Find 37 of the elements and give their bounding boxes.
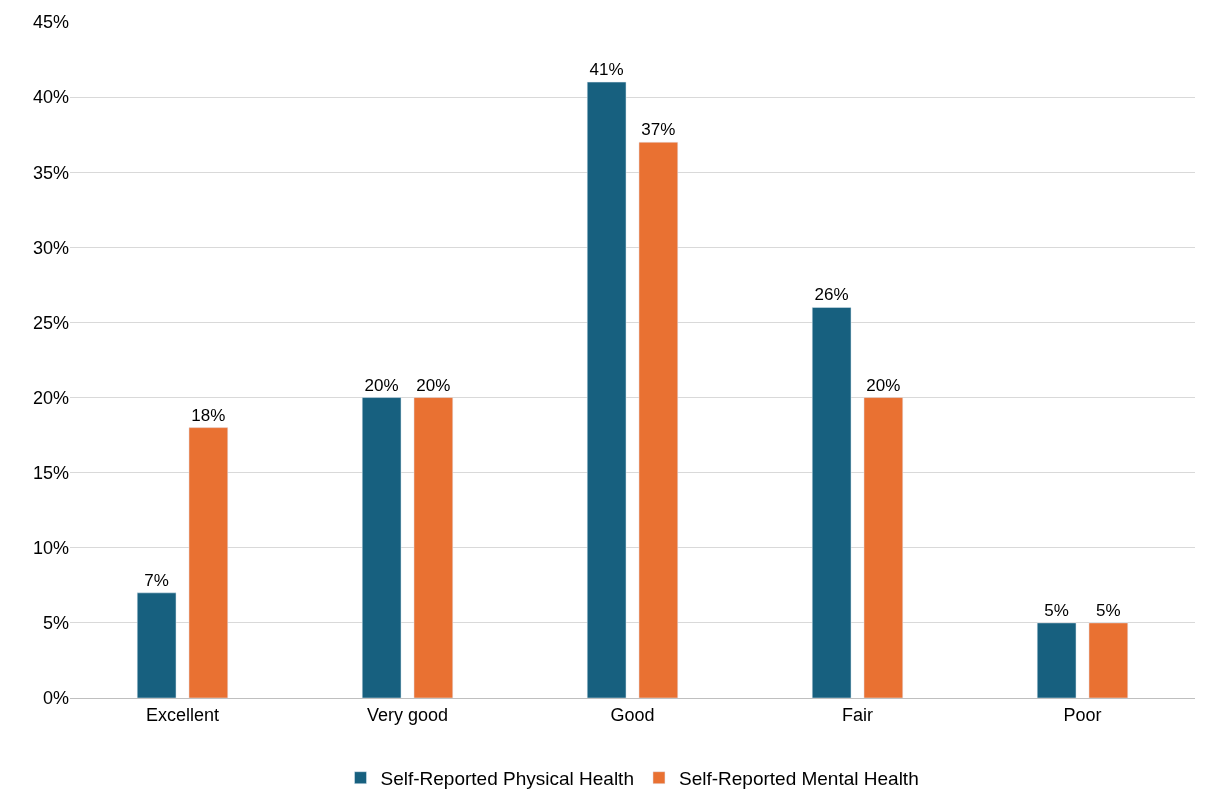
bar: [811, 307, 852, 698]
x-tick-label: Good: [610, 704, 655, 725]
bar: [1088, 622, 1129, 698]
bar: [863, 397, 904, 698]
y-tick-label: 35%: [32, 162, 69, 183]
bar: [586, 81, 627, 698]
bar: [1036, 622, 1077, 698]
y-tick-label: 45%: [32, 12, 69, 33]
x-tick-label: Excellent: [145, 704, 220, 725]
x-tick-label: Fair: [842, 704, 873, 725]
data-label: 20%: [866, 375, 901, 395]
bar: [638, 141, 679, 698]
data-label: 7%: [144, 570, 169, 590]
legend-label: Self-Reported Mental Health: [678, 768, 919, 790]
bar: [361, 397, 402, 698]
data-label: 18%: [191, 405, 226, 425]
y-tick-label: 5%: [42, 613, 69, 634]
data-label: 5%: [1096, 600, 1121, 620]
x-tick-label: Poor: [1063, 704, 1102, 725]
y-tick-label: 20%: [32, 387, 69, 408]
y-tick-label: 15%: [32, 462, 69, 483]
y-tick-label: 40%: [32, 87, 69, 108]
y-tick-label: 0%: [42, 688, 69, 709]
bar: [136, 592, 177, 698]
y-tick-label: 25%: [32, 312, 69, 333]
bar: [413, 397, 454, 698]
data-label: 5%: [1044, 600, 1069, 620]
data-label: 37%: [641, 120, 676, 140]
data-label: 20%: [416, 375, 451, 395]
x-tick-label: Very good: [366, 704, 449, 725]
legend-label: Self-Reported Physical Health: [380, 768, 634, 790]
data-label: 41%: [589, 60, 624, 80]
data-label: 26%: [814, 285, 849, 305]
y-tick-label: 10%: [32, 538, 69, 559]
y-tick-label: 30%: [32, 237, 69, 258]
bar: [188, 427, 229, 698]
data-label: 20%: [364, 375, 399, 395]
